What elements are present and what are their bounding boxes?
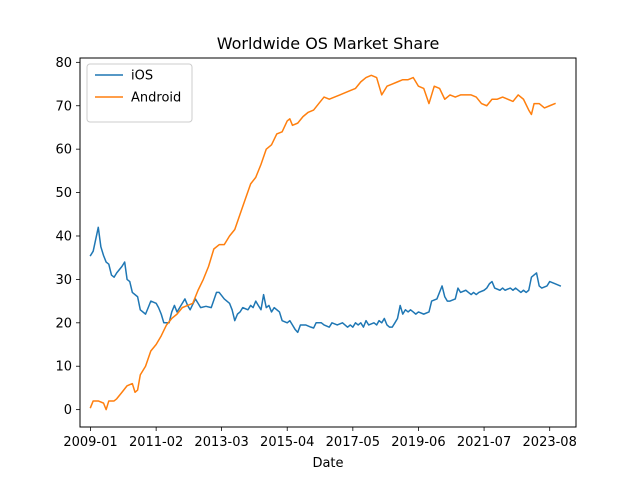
y-axis: 0 10 20 30 40 50 60 70 80 (55, 56, 80, 418)
legend-box (86, 63, 193, 123)
x-tick-label: 2023-08 (523, 435, 577, 450)
y-tick-label: 20 (55, 316, 72, 331)
axes-frame (79, 57, 577, 428)
y-tick-label: 10 (55, 360, 72, 375)
y-tick-label: 0 (64, 403, 72, 418)
x-tick-label: 2011-02 (129, 435, 183, 450)
y-tick-label: 70 (55, 99, 72, 114)
legend: iOS Android (86, 63, 193, 123)
y-tick-label: 40 (55, 229, 72, 244)
x-tick-label: 2021-07 (457, 435, 511, 450)
y-tick-label: 30 (55, 273, 72, 288)
chart-title: Worldwide OS Market Share (217, 34, 440, 53)
x-axis-label: Date (312, 456, 343, 471)
x-tick-label: 2015-04 (260, 435, 314, 450)
plot-area (89, 74, 562, 411)
x-tick-label: 2009-01 (63, 435, 117, 450)
x-axis: 2009-01 2011-02 2013-03 2015-04 2017-05 2019-… (63, 427, 577, 450)
x-tick-label: 2017-05 (326, 435, 380, 450)
y-tick-label: 60 (55, 143, 72, 158)
series-line-android (89, 74, 556, 411)
y-tick-label: 80 (55, 56, 72, 71)
x-tick-label: 2013-03 (194, 435, 248, 450)
legend-label-ios: iOS (131, 69, 153, 84)
x-tick-label: 2019-06 (391, 435, 445, 450)
series-line-ios (89, 226, 562, 334)
legend-label-android: Android (131, 91, 181, 106)
y-tick-label: 50 (55, 186, 72, 201)
